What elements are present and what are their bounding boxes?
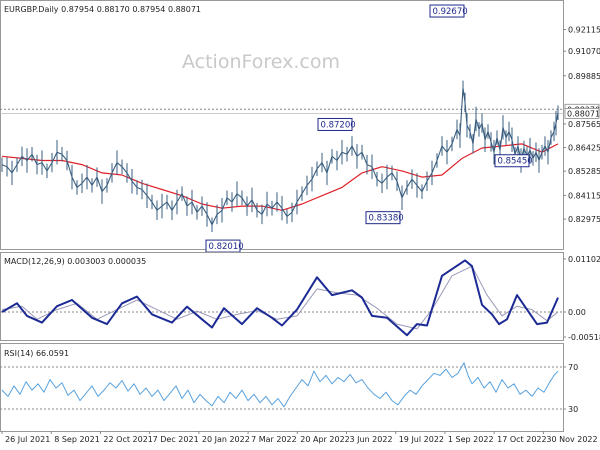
rsi-y-axis: 70 30: [563, 363, 578, 414]
callout-label: 0.92670: [433, 7, 468, 17]
price-callouts: 0.92670 0.87200 0.85450 0.83380 0.82010: [205, 4, 533, 253]
macd-panel-frame: [0, 252, 564, 341]
price-path: [1, 87, 559, 226]
rsi-panel-frame: [0, 343, 564, 432]
callout-label: 0.85450: [498, 157, 533, 167]
macd-header: MACD(12,26,9) 0.003003 0.000035: [4, 257, 146, 266]
y-tick-label: 0.87565: [568, 120, 600, 129]
macd-path: [1, 259, 559, 337]
rsi-line: [1, 362, 559, 408]
y-tick-label: 0.00: [568, 308, 586, 317]
price-y-axis: 0.921150.910700.898850.882700.880710.875…: [563, 26, 600, 224]
x-tick-label: 22 Oct 2021: [103, 435, 152, 444]
x-axis: 26 Jul 2021 8 Sep 2021 22 Oct 2021 7 Dec 20…: [1, 431, 598, 444]
x-tick-label: 3 Jun 2022: [350, 435, 393, 444]
y-tick-label: 0.86425: [568, 144, 600, 153]
callout-box: [365, 211, 401, 225]
callout-box: [429, 4, 465, 18]
x-tick-label: 20 Apr 2022: [300, 435, 349, 444]
current-price-flag: [564, 107, 600, 119]
rsi-header: RSI(14) 66.0591: [4, 349, 69, 358]
y-tick-label: 0.92115: [568, 26, 600, 35]
chart-header: EURGBP.Daily 0.87954 0.88170 0.87954 0.8…: [4, 5, 201, 14]
callout-label: 0.87200: [321, 120, 356, 130]
x-tick-label: 7 Dec 2021: [153, 435, 199, 444]
callout-box: [317, 117, 353, 131]
y-tick-label: 0.85285: [568, 167, 600, 176]
x-tick-label: 26 Jul 2021: [5, 435, 50, 444]
callout-box: [494, 154, 530, 168]
rsi-panel: RSI(14) 66.0591 70 30: [0, 343, 578, 432]
y-tick-label: 30: [568, 405, 578, 414]
price-reference-line: [0, 108, 564, 114]
y-tick-label: 0.89885: [568, 72, 600, 81]
y-tick-label: -0.005182: [568, 333, 600, 342]
rsi-path: [1, 362, 559, 408]
watermark: ActionForex.com: [182, 51, 340, 73]
y-tick-label: 0.91070: [568, 47, 600, 56]
y-tick-label: 0.88071: [567, 109, 600, 118]
x-tick-label: 19 Jul 2022: [399, 435, 444, 444]
x-tick-label: 20 Jan 2022: [202, 435, 250, 444]
x-tick-label: 17 Oct 2022: [497, 435, 546, 444]
y-tick-label: 70: [568, 363, 578, 372]
x-tick-label: 1 Sep 2022: [448, 435, 494, 444]
macd-y-axis: 0.011023 0.00 -0.005182: [563, 255, 600, 342]
sma-line: [1, 143, 559, 211]
callout-label: 0.82010: [209, 242, 244, 252]
y-tick-label: 0.011023: [568, 255, 600, 264]
macd-line: [1, 259, 559, 337]
price-panel: EURGBP.Daily 0.87954 0.88170 0.87954 0.8…: [0, 0, 600, 253]
y-tick-label: 0.84115: [568, 191, 600, 200]
callout-label: 0.83380: [369, 214, 404, 224]
rsi-level-lines: [0, 366, 564, 410]
macd-panel: MACD(12,26,9) 0.003003 0.000035 0.011023…: [0, 252, 600, 342]
x-tick-label: 7 Mar 2022: [251, 435, 297, 444]
sma-path: [1, 143, 559, 211]
price-panel-frame: [0, 0, 564, 250]
x-tick-label: 8 Sep 2021: [54, 435, 100, 444]
x-tick-label: 30 Nov 2022: [546, 435, 597, 444]
y-tick-label: 0.82975: [568, 215, 600, 224]
